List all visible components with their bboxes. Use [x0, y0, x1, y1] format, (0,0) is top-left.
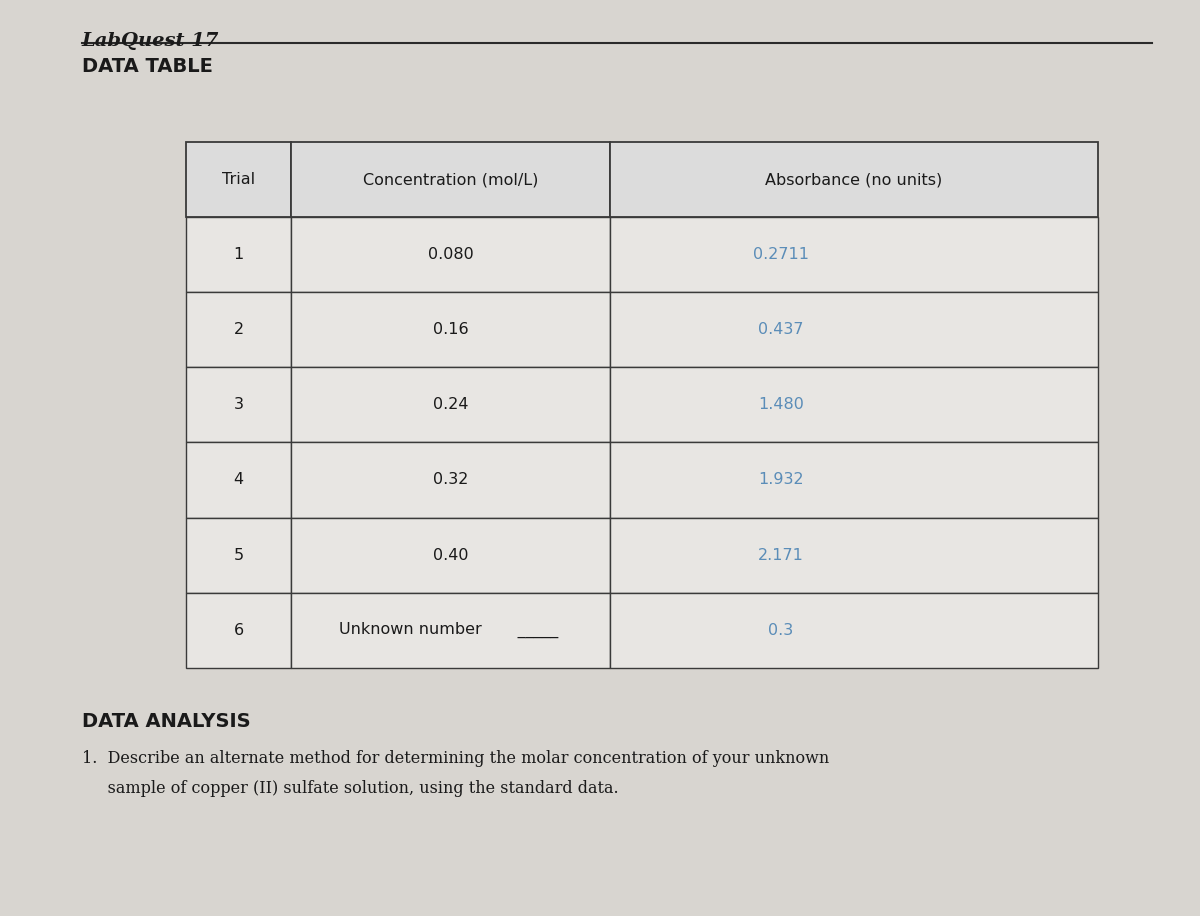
Text: 6: 6 [233, 623, 244, 638]
Text: DATA TABLE: DATA TABLE [82, 57, 212, 76]
Text: 1.932: 1.932 [758, 473, 804, 487]
Text: 5: 5 [233, 548, 244, 562]
Text: 0.32: 0.32 [433, 473, 468, 487]
Text: 1.480: 1.480 [758, 398, 804, 412]
Text: 0.437: 0.437 [758, 322, 804, 337]
Text: Unknown number       _____: Unknown number _____ [338, 622, 558, 638]
Text: 1.  Describe an alternate method for determining the molar concentration of your: 1. Describe an alternate method for dete… [82, 750, 829, 768]
Text: sample of copper (II) sulfate solution, using the standard data.: sample of copper (II) sulfate solution, … [82, 780, 618, 797]
Text: Concentration (mol/L): Concentration (mol/L) [362, 172, 538, 187]
Text: LabQuest 17: LabQuest 17 [82, 32, 220, 50]
Text: 4: 4 [233, 473, 244, 487]
Text: 2: 2 [233, 322, 244, 337]
Text: Absorbance (no units): Absorbance (no units) [766, 172, 943, 187]
Text: 1: 1 [233, 247, 244, 262]
Text: 0.080: 0.080 [427, 247, 473, 262]
Text: 0.40: 0.40 [433, 548, 468, 562]
Text: 0.2711: 0.2711 [752, 247, 809, 262]
Text: 3: 3 [234, 398, 244, 412]
Text: 0.16: 0.16 [433, 322, 468, 337]
Text: Trial: Trial [222, 172, 256, 187]
Text: 2.171: 2.171 [758, 548, 804, 562]
Text: DATA ANALYSIS: DATA ANALYSIS [82, 712, 251, 731]
Text: 0.3: 0.3 [768, 623, 793, 638]
Text: 0.24: 0.24 [433, 398, 468, 412]
